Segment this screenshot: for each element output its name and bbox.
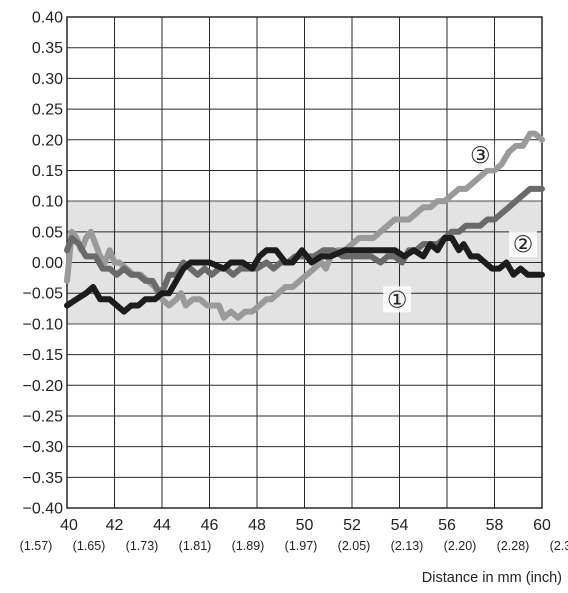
series-label-2: ② [513, 231, 534, 257]
series-label-bg [509, 231, 537, 258]
x-tick-label: 54 [391, 517, 409, 534]
series-label-bg [466, 142, 495, 169]
y-tick-label: −0.20 [23, 378, 64, 395]
y-tick-label: −0.35 [23, 470, 64, 487]
y-tick-label: 0.30 [32, 71, 63, 88]
x-tick-label: 58 [486, 517, 504, 534]
x-tick-label: 46 [201, 517, 219, 534]
x-tick-inch-label: (2.13) [391, 539, 424, 553]
y-tick-label: −0.30 [23, 439, 64, 456]
x-tick-inch-label: (1.89) [232, 539, 265, 553]
x-tick-label: 50 [296, 517, 314, 534]
x-tick-inch-label: (1.73) [126, 539, 159, 553]
x-tick-inch-label: (1.81) [179, 539, 212, 553]
series-label-bg [383, 286, 412, 313]
x-tick-inch-label: (1.65) [73, 539, 106, 553]
x-tick-inch-label: (1.97) [285, 539, 318, 553]
y-tick-label: −0.10 [23, 316, 64, 333]
y-tick-label: 0.20 [32, 132, 63, 149]
y-tick-label: −0.15 [23, 347, 64, 364]
y-tick-label: 0.00 [32, 255, 63, 272]
y-tick-label: 0.25 [32, 102, 63, 119]
x-tick-label: 60 [533, 517, 551, 534]
y-tick-label: 0.40 [32, 10, 63, 27]
series-label-1: ① [387, 286, 408, 312]
x-tick-label: 48 [248, 517, 266, 534]
y-tick-label: 0.10 [32, 194, 63, 211]
x-tick-inch-label: (1.57) [20, 539, 53, 553]
x-tick-inch-label: (2.28) [497, 539, 530, 553]
y-tick-label: −0.05 [23, 286, 64, 303]
x-axis-label: Distance in mm (inch) [422, 570, 562, 586]
y-tick-label: 0.15 [32, 163, 63, 180]
x-tick-inch-label: (2.36) [550, 539, 568, 553]
y-tick-label: −0.40 [23, 501, 64, 518]
x-tick-label: 42 [106, 517, 124, 534]
y-tick-label: 0.05 [32, 224, 63, 241]
y-tick-label: 0.35 [32, 40, 63, 57]
x-tick-inch-label: (2.05) [338, 539, 371, 553]
y-tick-label: −0.25 [23, 408, 64, 425]
series-label-3: ③ [470, 142, 491, 168]
x-tick-label: 56 [438, 517, 456, 534]
x-tick-inch-label: (2.20) [444, 539, 477, 553]
x-tick-label: 40 [60, 517, 78, 534]
x-tick-label: 44 [153, 517, 171, 534]
x-tick-label: 52 [343, 517, 361, 534]
series-line-1 [64, 235, 545, 315]
